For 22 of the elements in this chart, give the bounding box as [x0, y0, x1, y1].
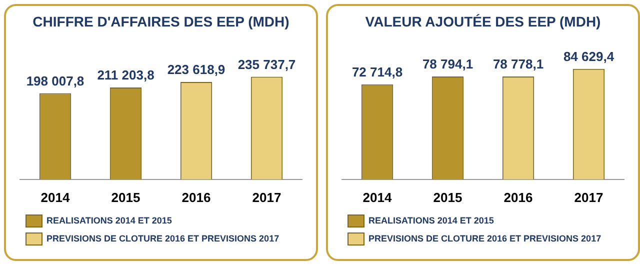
data-label: 78 794,1 — [422, 56, 474, 72]
x-tick-label: 2016 — [504, 190, 533, 205]
x-tick-label: 2015 — [433, 190, 462, 205]
x-tick-label: 2017 — [574, 190, 604, 205]
legend-label: PREVISIONS DE CLOTURE 2016 ET PREVISIONS 2017 — [368, 233, 602, 244]
legend-label: REALISATIONS 2014 ET 2015 — [46, 215, 172, 226]
legend-label: REALISATIONS 2014 ET 2015 — [368, 215, 494, 226]
x-tick-label: 2015 — [111, 190, 140, 205]
chart-title: VALEUR AJOUTÉE DES EEP (MDH) — [365, 13, 601, 30]
data-label: 72 714,8 — [352, 64, 403, 80]
data-label: 198 007,8 — [26, 73, 84, 88]
x-tick-label: 2014 — [40, 190, 70, 205]
data-label: 78 778,1 — [492, 56, 544, 72]
x-tick-label: 2014 — [362, 190, 392, 205]
x-tick-label: 2017 — [252, 190, 282, 205]
chart-title: CHIFFRE D'AFFAIRES DES EEP (MDH) — [32, 13, 290, 30]
data-label: 211 203,8 — [97, 68, 154, 83]
data-label: 235 737,7 — [238, 56, 296, 72]
data-label: 223 618,9 — [167, 62, 226, 78]
legend-label: PREVISIONS DE CLOTURE 2016 ET PREVISIONS 2017 — [46, 233, 280, 244]
x-tick-label: 2016 — [182, 190, 211, 205]
data-label: 84 629,4 — [563, 48, 615, 64]
